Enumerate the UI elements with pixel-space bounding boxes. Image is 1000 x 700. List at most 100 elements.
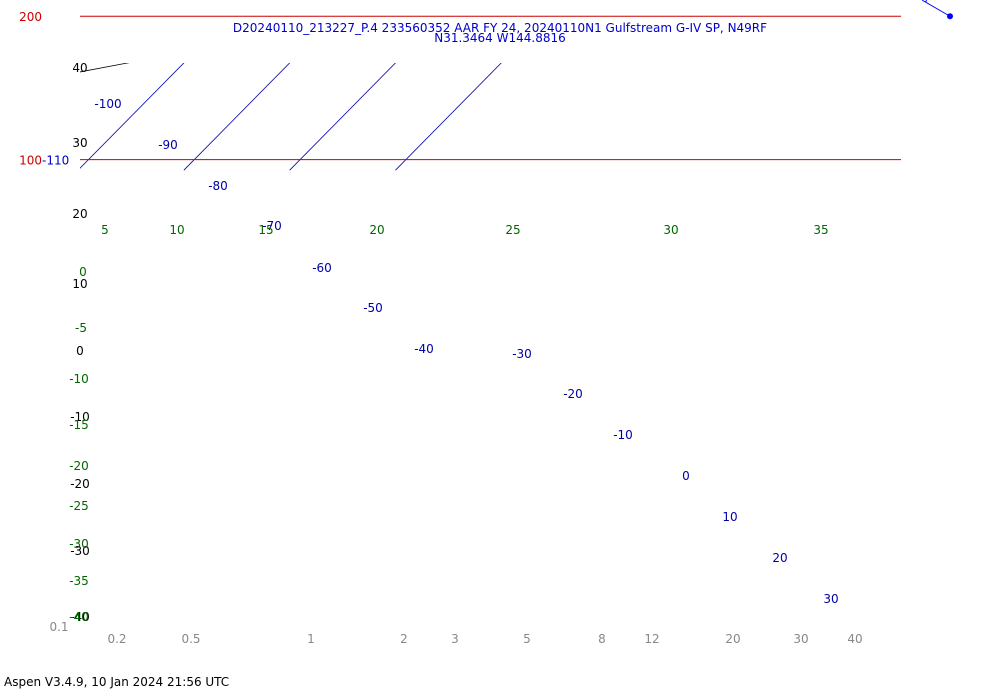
left-scale-label-40: 40 bbox=[72, 61, 87, 75]
isotherm-label--90: -90 bbox=[158, 138, 178, 152]
mixing-ratio-line bbox=[0, 0, 298, 6]
isotherm-label-30: 30 bbox=[823, 592, 838, 606]
temperature-profile bbox=[0, 0, 324, 17]
dry-adiabat-line bbox=[0, 0, 1000, 150]
left-scale-label--30: -30 bbox=[70, 544, 90, 558]
dry-adiabat-line bbox=[0, 0, 1000, 150]
moist-top-label-25: 25 bbox=[505, 223, 520, 237]
dry-adiabats bbox=[0, 0, 1000, 150]
moist-left-label--35: -35 bbox=[69, 574, 89, 588]
dry-adiabat-line bbox=[0, 0, 613, 150]
mixing-label-12: 12 bbox=[644, 632, 659, 646]
moist-top-label-15: 15 bbox=[258, 223, 273, 237]
wind-barb-half-flag bbox=[925, 0, 927, 3]
isotherm-label--10: -10 bbox=[613, 428, 633, 442]
moist-adiabat-line bbox=[0, 0, 436, 16]
moist-adiabat-line bbox=[0, 0, 357, 16]
isotherm-label-0: 0 bbox=[682, 469, 690, 483]
isobars bbox=[80, 15, 901, 161]
moist-adiabat-line bbox=[0, 0, 489, 16]
dry-adiabat-line bbox=[0, 0, 721, 150]
moist-top-label-5: 5 bbox=[101, 223, 109, 237]
pressure-label-100: 100 bbox=[19, 154, 42, 168]
dry-adiabat-line bbox=[0, 0, 1000, 150]
mixing-label-30: 30 bbox=[793, 632, 808, 646]
moist-left-label-0: 0 bbox=[79, 265, 87, 279]
dry-adiabat-line bbox=[0, 0, 1000, 150]
left-scale-label-20: 20 bbox=[72, 207, 87, 221]
dry-adiabat-line bbox=[0, 0, 291, 150]
mixing-label-2: 2 bbox=[400, 632, 408, 646]
moist-adiabat-line bbox=[0, 0, 648, 16]
chart-title-line-2: N31.3464 W144.8816 bbox=[434, 31, 566, 45]
isotherm-line bbox=[395, 63, 502, 171]
mixing-ratio-line bbox=[0, 0, 370, 6]
moist-adiabat-line bbox=[0, 0, 330, 16]
mixing-ratio-line bbox=[0, 0, 167, 6]
wind-barb-station bbox=[947, 13, 953, 20]
moist-left-label--20: -20 bbox=[69, 459, 89, 473]
wind-barbs bbox=[921, 0, 953, 20]
mixing-label-0.2: 0.2 bbox=[107, 632, 126, 646]
moist-adiabat-line bbox=[0, 0, 383, 16]
left-scale-label--40: -40 bbox=[70, 610, 90, 624]
mixing-ratio-line bbox=[0, 0, 592, 6]
left-scale-label-0: 0 bbox=[76, 344, 84, 358]
mixing-ratio-line bbox=[0, 0, 223, 6]
mixing-ratio-line bbox=[0, 0, 521, 6]
moist-adiabat-line bbox=[0, 0, 595, 16]
dry-adiabat-line bbox=[0, 0, 1000, 150]
isotherm-line bbox=[289, 63, 396, 171]
isotherms bbox=[0, 0, 502, 171]
mixing-label-8: 8 bbox=[598, 632, 606, 646]
dry-adiabat-line bbox=[0, 0, 1000, 150]
isotherm-label--70: -70 bbox=[262, 219, 282, 233]
isotherm-line bbox=[0, 0, 357, 170]
moist-left-label--40: -40 bbox=[69, 610, 89, 624]
mixing-ratio-line bbox=[0, 0, 435, 6]
left-scale-label--20: -20 bbox=[70, 477, 90, 491]
moist-left-label--15: -15 bbox=[69, 418, 89, 432]
dry-adiabat-line bbox=[0, 0, 1000, 150]
isotherm-line bbox=[0, 0, 39, 170]
isotherm-label--30: -30 bbox=[512, 347, 532, 361]
dry-adiabat-line bbox=[0, 0, 1000, 150]
moist-adiabat-line bbox=[0, 0, 462, 16]
mixing-label-20: 20 bbox=[725, 632, 740, 646]
dry-adiabat-line bbox=[0, 0, 1000, 150]
isotherm-line bbox=[0, 0, 462, 170]
isotherm-label--50: -50 bbox=[363, 301, 383, 315]
moist-top-label-20: 20 bbox=[369, 223, 384, 237]
isotherm-label--80: -80 bbox=[208, 179, 228, 193]
axis-labels: 1002003004005006007008009001000-11050607… bbox=[19, 10, 863, 646]
moist-adiabat-line bbox=[0, 0, 92, 16]
pressure-label-200: 200 bbox=[19, 10, 42, 24]
mixing-label-5: 5 bbox=[523, 632, 531, 646]
moist-adiabat-line bbox=[0, 0, 542, 16]
dry-adiabat-line bbox=[0, 0, 828, 150]
mixing-ratio-line bbox=[34, 0, 644, 6]
mixing-label-0.1: 0.1 bbox=[49, 620, 68, 634]
left-scale-label-30: 30 bbox=[72, 136, 87, 150]
moist-left-label--30: -30 bbox=[69, 537, 89, 551]
temperature-line bbox=[0, 0, 320, 13]
chart-title-line-1: D20240110_213227_P.4 233560352 AAR FY 24… bbox=[232, 21, 768, 35]
moist-left-label--25: -25 bbox=[69, 499, 89, 513]
moist-adiabat-line bbox=[0, 0, 621, 16]
moist-adiabat-line bbox=[0, 0, 515, 16]
dry-adiabat-line bbox=[0, 0, 1000, 150]
mixing-label-0.5: 0.5 bbox=[181, 632, 200, 646]
dry-adiabat-line bbox=[0, 0, 1000, 150]
wind-barb-staff bbox=[922, 0, 951, 17]
moist-adiabat-line bbox=[0, 0, 674, 16]
moist-top-label-35: 35 bbox=[813, 223, 828, 237]
dry-adiabat-line bbox=[0, 0, 1000, 150]
moist-adiabat-line bbox=[0, 0, 568, 16]
moist-left-label--5: -5 bbox=[75, 321, 87, 335]
isotherm-line bbox=[80, 63, 185, 169]
isotherm-label-20: 20 bbox=[772, 551, 787, 565]
isotherm-label--40: -40 bbox=[414, 342, 434, 356]
moist-adiabat-line bbox=[0, 0, 13, 16]
left-scale-label-10: 10 bbox=[72, 277, 87, 291]
